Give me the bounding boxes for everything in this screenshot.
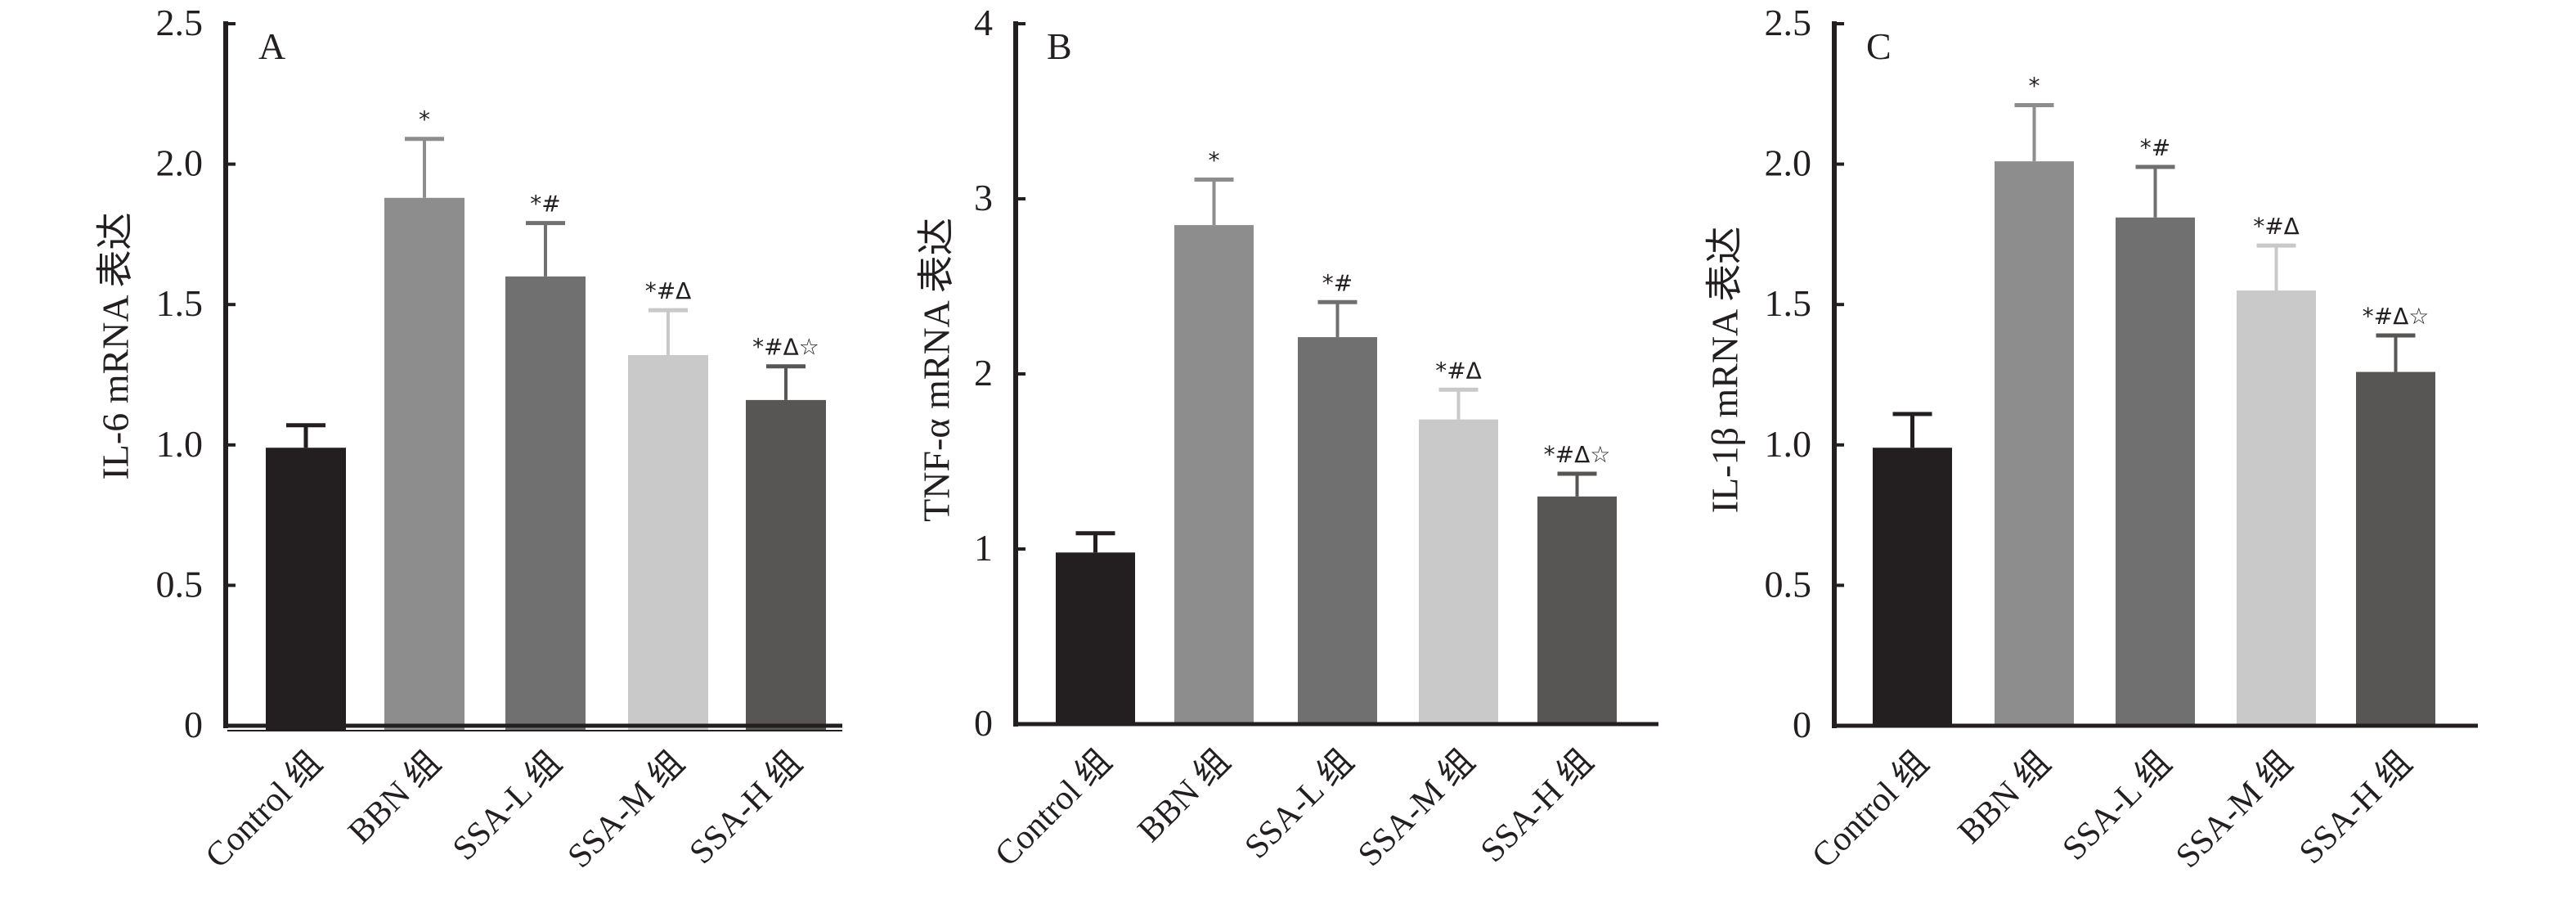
y-tick-label: 2.5	[156, 2, 204, 43]
bar-c-2	[2116, 217, 2195, 727]
y-axis-title: IL-1β mRNA 表达	[1704, 227, 1746, 514]
significance-label: *	[1209, 146, 1220, 173]
significance-label: *#	[2140, 134, 2170, 161]
panel-letter: A	[258, 25, 285, 67]
category-label: Control 组	[199, 745, 330, 875]
significance-label: *#Δ	[1435, 357, 1482, 384]
significance-label: *#	[1322, 269, 1353, 296]
panel-a: Control 组 * BBN 组 *# SSA-L 组 *#Δ SSA-M 组 *#Δ☆ SS…	[95, 2, 842, 875]
bar-c-1	[1995, 161, 2074, 727]
bar-b-0	[1056, 552, 1135, 724]
bar-c-0	[1873, 448, 1952, 726]
y-tick-label: 0	[1793, 704, 1811, 745]
bar-b-2	[1298, 337, 1377, 724]
category-label: Control 组	[1805, 745, 1936, 875]
significance-label: *	[419, 106, 430, 133]
y-tick-label: 2.5	[1765, 2, 1812, 43]
category-label: SSA-H 组	[683, 745, 810, 871]
bar-b-3	[1419, 419, 1498, 724]
bar-b-4	[1537, 496, 1617, 724]
y-tick-label: 3	[974, 177, 993, 218]
category-label: SSA-H 组	[1474, 743, 1600, 870]
y-tick-label: 0	[184, 704, 203, 745]
category-label: SSA-M 组	[1351, 743, 1482, 874]
bar-a-1	[384, 197, 464, 730]
y-tick-label: 2.0	[1765, 142, 1812, 184]
significance-label: *#Δ☆	[1544, 441, 1611, 468]
y-tick-label: 1.0	[1765, 423, 1812, 465]
panel-letter: C	[1866, 25, 1892, 67]
y-tick-label: 1	[974, 527, 993, 569]
category-label: SSA-L 组	[1238, 743, 1362, 866]
significance-label: *#Δ☆	[2363, 303, 2430, 330]
category-label: SSA-M 组	[561, 745, 692, 875]
bar-a-4	[746, 399, 826, 730]
y-tick-label: 0.5	[156, 563, 204, 605]
significance-label: *	[2029, 73, 2040, 100]
y-tick-label: 1.0	[156, 423, 204, 465]
significance-label: *#Δ☆	[752, 334, 819, 361]
category-label: SSA-L 组	[446, 745, 569, 868]
category-label: BBN 组	[341, 745, 448, 852]
significance-label: *#	[530, 191, 560, 218]
bar-b-1	[1174, 225, 1254, 725]
bar-a-2	[505, 276, 586, 730]
category-label: SSA-H 组	[2292, 745, 2419, 871]
bar-c-4	[2356, 371, 2435, 726]
bar-c-3	[2237, 290, 2316, 726]
y-tick-label: 0.5	[1765, 563, 1812, 605]
y-axis-title: IL-6 mRNA 表达	[95, 212, 137, 479]
y-tick-label: 1.5	[156, 282, 204, 324]
category-label: BBN 组	[1131, 743, 1238, 850]
y-tick-label: 0	[974, 702, 993, 744]
significance-label: *#Δ	[2253, 213, 2300, 240]
panel-b: Control 组 * BBN 组 *# SSA-L 组 *#Δ SSA-M 组 *#Δ☆ SS…	[916, 2, 1658, 874]
y-tick-label: 2	[974, 352, 993, 394]
panel-c: Control 组 * BBN 组 *# SSA-L 组 *#Δ SSA-M 组 *#Δ☆ SS…	[1704, 2, 2478, 875]
category-label: BBN 组	[1951, 745, 2058, 852]
category-label: SSA-L 组	[2056, 745, 2179, 868]
y-axis-title: TNF-α mRNA 表达	[916, 218, 958, 522]
y-tick-label: 4	[974, 2, 993, 43]
bar-a-3	[628, 354, 708, 730]
y-tick-label: 2.0	[156, 142, 204, 184]
bar-a-0	[266, 448, 346, 730]
y-tick-label: 1.5	[1765, 282, 1812, 324]
category-label: SSA-M 组	[2169, 745, 2300, 875]
category-label: Control 组	[988, 743, 1119, 874]
panel-letter: B	[1047, 25, 1072, 67]
significance-label: *#Δ	[645, 277, 692, 304]
